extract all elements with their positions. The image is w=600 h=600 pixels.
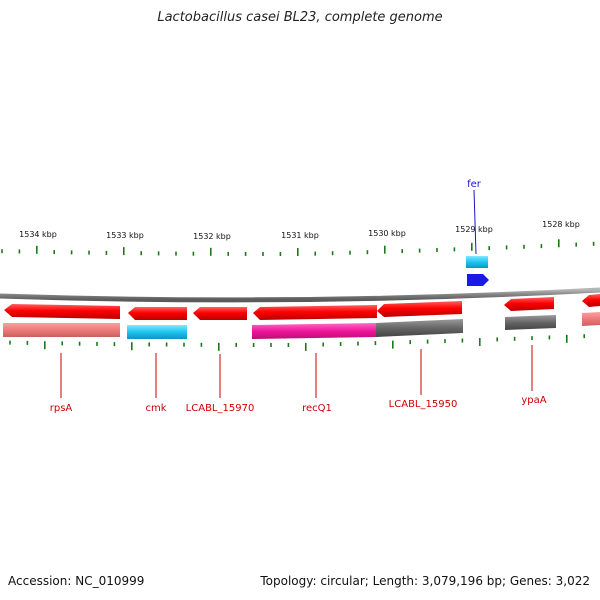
label-leaders: [60, 189, 533, 398]
feature-bar-rpsA[interactable]: [3, 323, 120, 337]
gene-label-fer[interactable]: fer: [467, 179, 482, 190]
upper-tick-row: [1, 239, 595, 256]
scale-label-1531: 1531 kbp: [281, 231, 319, 240]
gene-label-rpsA[interactable]: rpsA: [50, 403, 73, 414]
feature-bar-cmk[interactable]: [127, 325, 187, 339]
feature-bar-partial-right[interactable]: [582, 312, 600, 326]
feature-bar-ypaA[interactable]: [505, 315, 556, 330]
scale-labels: 1534 kbp 1533 kbp 1532 kbp 1531 kbp 1530…: [19, 220, 580, 241]
gene-label-cmk[interactable]: cmk: [145, 403, 166, 414]
gene-label-LCABL_15950[interactable]: LCABL_15950: [389, 399, 458, 410]
scale-label-1532: 1532 kbp: [193, 232, 231, 241]
gene-partial-right-arrow[interactable]: [582, 294, 600, 307]
gene-recQ1-arrow[interactable]: [253, 305, 377, 320]
feature-bar-recQ1[interactable]: [252, 323, 377, 339]
gene-ypaA-arrow[interactable]: [504, 297, 554, 311]
genome-backbone: [0, 287, 600, 303]
leader-fer: [473, 189, 477, 255]
gene-label-recQ1[interactable]: recQ1: [302, 403, 332, 414]
accession-text: Accession: NC_010999: [8, 574, 145, 588]
gene-label-ypaA[interactable]: ypaA: [521, 395, 546, 406]
gene-fer-feature-bar[interactable]: [466, 256, 488, 268]
scale-label-1529: 1529 kbp: [455, 225, 493, 234]
scale-label-1533: 1533 kbp: [106, 231, 144, 240]
genome-title: Lactobacillus casei BL23, complete genom…: [157, 10, 443, 25]
gene-fer-arrow[interactable]: [467, 274, 489, 286]
gene-LCABL_15950-arrow[interactable]: [377, 301, 462, 317]
feature-bar-LCABL_15950[interactable]: [376, 319, 463, 337]
scale-label-1534: 1534 kbp: [19, 230, 57, 239]
gene-LCABL_15970-arrow[interactable]: [193, 307, 247, 320]
scale-label-1530: 1530 kbp: [368, 229, 406, 238]
lower-tick-row: [9, 334, 586, 351]
feature-bars: [3, 312, 600, 339]
scale-label-1528: 1528 kbp: [542, 220, 580, 229]
gene-rpsA-arrow[interactable]: [4, 304, 120, 319]
gene-labels: rpsA cmk LCABL_15970 recQ1 LCABL_15950 f…: [50, 179, 547, 414]
reverse-strand-genes: [4, 294, 600, 320]
gene-cmk-arrow[interactable]: [128, 307, 187, 320]
genome-summary-text: Topology: circular; Length: 3,079,196 bp…: [260, 574, 590, 588]
gene-label-LCABL_15970[interactable]: LCABL_15970: [186, 403, 255, 414]
forward-strand-genes: [466, 256, 489, 286]
